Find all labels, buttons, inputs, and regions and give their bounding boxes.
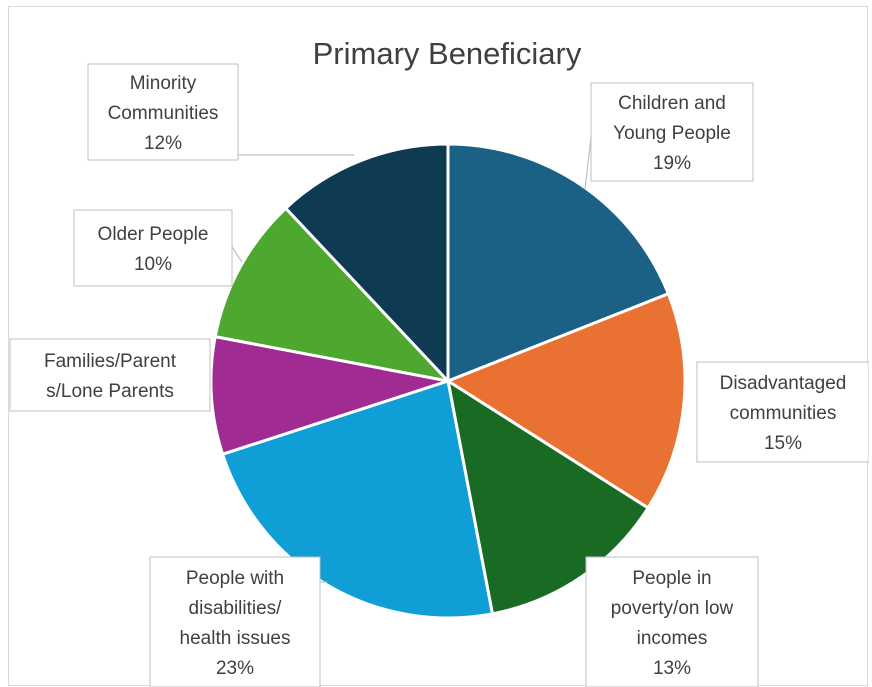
data-label-value: 10% (134, 254, 172, 275)
data-label: People in poverty/on low incomes 13% (586, 557, 758, 687)
pie-chart: Primary Beneficiary Children and Young Pe… (9, 7, 869, 687)
leader-line (232, 247, 242, 262)
data-label-category: People with (186, 568, 284, 589)
data-label: Disadvantaged communities 15% (697, 362, 869, 462)
data-label-category: poverty/on low (611, 598, 734, 619)
data-label-category: health issues (180, 628, 291, 649)
data-label: Families/Parent s/Lone Parents (10, 339, 210, 411)
data-label: People with disabilities/health issues 23% (150, 557, 320, 687)
data-label-value: 23% (216, 658, 254, 679)
leader-line (238, 122, 354, 155)
data-label-value: 12% (144, 133, 182, 154)
data-label-value: 19% (653, 153, 691, 174)
data-label-value: 15% (764, 433, 802, 454)
data-label-category: Children and (618, 93, 726, 114)
data-label-category: Communities (108, 103, 219, 124)
data-label-category: Older People (98, 224, 209, 245)
chart-area: Primary Beneficiary Children and Young Pe… (8, 6, 868, 686)
data-label-category: People in (632, 568, 711, 589)
data-label-category: Young People (613, 123, 731, 144)
data-label-category: incomes (637, 628, 708, 649)
chart-title: Primary Beneficiary (313, 36, 582, 71)
data-label-category: Families/Parent (44, 351, 177, 372)
data-label: Minority Communities 12% (88, 64, 238, 160)
pie-slices (211, 144, 685, 618)
data-label-category: s/Lone Parents (46, 381, 174, 402)
data-label-category: communities (730, 403, 837, 424)
data-label-category: disabilities/ (189, 598, 283, 619)
data-label-category: Minority (130, 73, 197, 94)
data-label-category: Disadvantaged (720, 373, 847, 394)
data-label: Older People 10% (74, 210, 232, 286)
data-label: Children and Young People 19% (591, 83, 753, 181)
leader-line (585, 137, 591, 189)
data-label-value: 13% (653, 658, 691, 679)
